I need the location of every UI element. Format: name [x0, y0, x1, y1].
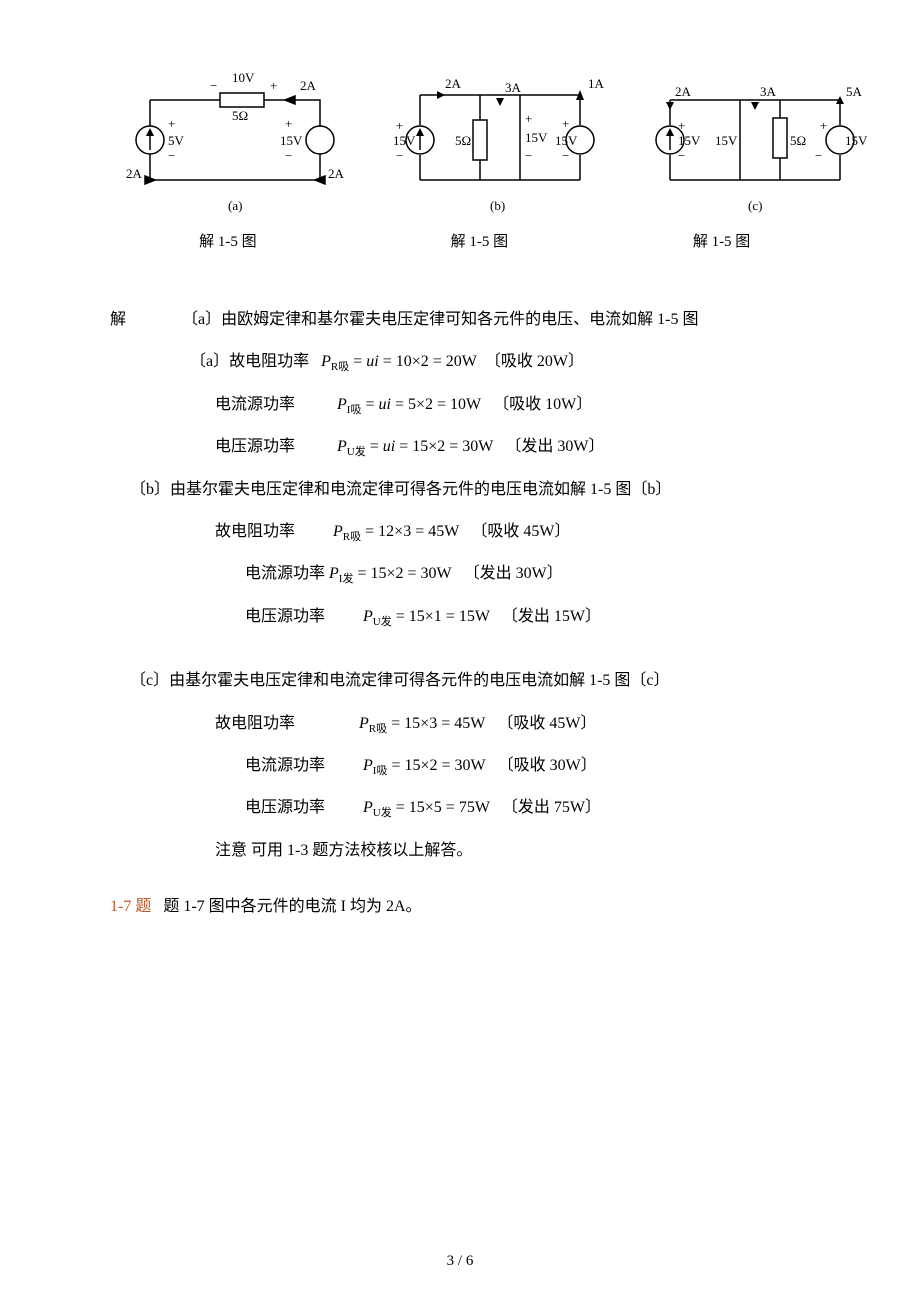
- sol-b1: 故电阻功率 PR吸 = 12×3 = 45W 〔吸收 45W〕: [110, 513, 830, 551]
- fig-b-15v-l: 15V: [393, 133, 416, 148]
- eq-c1: PR吸 = 15×3 = 45W: [359, 715, 485, 732]
- eq-c2: PI吸 = 15×2 = 30W: [363, 757, 486, 774]
- svg-text:−: −: [168, 148, 175, 163]
- svg-text:−: −: [525, 148, 532, 163]
- fig-b-sub: (b): [490, 198, 505, 213]
- fig-a-5ohm: 5Ω: [232, 108, 248, 123]
- eq-a2: PI吸 = ui = 5×2 = 10W: [337, 396, 481, 413]
- fig-c-2a: 2A: [675, 84, 692, 99]
- caption-b: 解 1-5 图: [376, 230, 583, 251]
- sol-head: 解: [110, 311, 126, 328]
- figure-captions: 解 1-5 图 解 1-5 图 解 1-5 图: [110, 230, 830, 251]
- caption-c: 解 1-5 图: [613, 230, 830, 251]
- sol-a3: 电压源功率 PU发 = ui = 15×2 = 30W 〔发出 30W〕: [110, 428, 830, 466]
- svg-text:−: −: [396, 148, 403, 163]
- fig-b-15v-m: 15V: [525, 130, 548, 145]
- fig-c-15v-r: 15V: [845, 133, 868, 148]
- eq-b2: PI发 = 15×2 = 30W: [329, 565, 452, 582]
- circuit-b-svg: 2A 3A 1A + 15V − 5Ω + 15V − 15V + − (b): [390, 60, 610, 220]
- sol-c1: 故电阻功率 PR吸 = 15×3 = 45W 〔吸收 45W〕: [110, 705, 830, 743]
- caption-a: 解 1-5 图: [110, 230, 346, 251]
- svg-text:+: +: [678, 118, 685, 133]
- sol-b-intro: 〔b〕由基尔霍夫电压定律和电流定律可得各元件的电压电流如解 1-5 图〔b〕: [110, 471, 830, 509]
- figure-c: 2A 3A 5A + 15V − 15V 5Ω + − 15V (c): [640, 60, 870, 220]
- fig-b-15v-r: 15V: [555, 133, 578, 148]
- page: 10V 5Ω 2A − + + 5V − + 15V − 2A 2A (a): [0, 0, 920, 1300]
- fig-b-3a: 3A: [505, 80, 522, 95]
- svg-text:+: +: [525, 111, 532, 126]
- svg-text:+: +: [562, 116, 569, 131]
- solution-block: 解 〔a〕由欧姆定律和基尔霍夫电压定律可知各元件的电压、电流如解 1-5 图 〔…: [110, 301, 830, 926]
- svg-text:+: +: [285, 116, 292, 131]
- fig-c-3a: 3A: [760, 84, 777, 99]
- sol-note: 注意 可用 1-3 题方法校核以上解答。: [110, 832, 830, 870]
- eq-c3: PU发 = 15×5 = 75W: [363, 799, 490, 816]
- fig-a-15v: 15V: [280, 133, 303, 148]
- q-1-7-head: 1-7 题: [110, 898, 151, 915]
- eq-a1: PR吸 = ui = 10×2 = 20W: [321, 353, 477, 370]
- eq-b3: PU发 = 15×1 = 15W: [363, 608, 490, 625]
- circuit-a-svg: 10V 5Ω 2A − + + 5V − + 15V − 2A 2A (a): [110, 60, 360, 220]
- fig-b-1a: 1A: [588, 76, 605, 91]
- next-question: 1-7 题 题 1-7 图中各元件的电流 I 均为 2A。: [110, 888, 830, 926]
- svg-text:+: +: [820, 118, 827, 133]
- q-1-7-body: 题 1-7 图中各元件的电流 I 均为 2A。: [163, 898, 421, 915]
- sol-a1: 〔a〕故电阻功率 PR吸 = ui = 10×2 = 20W 〔吸收 20W〕: [110, 343, 830, 381]
- page-number: 3 / 6: [0, 1253, 920, 1270]
- svg-text:−: −: [210, 78, 217, 93]
- svg-text:−: −: [562, 148, 569, 163]
- fig-c-sub: (c): [748, 198, 762, 213]
- fig-b-2a: 2A: [445, 76, 462, 91]
- eq-a3: PU发 = ui = 15×2 = 30W: [337, 438, 493, 455]
- fig-c-5ohm: 5Ω: [790, 133, 806, 148]
- sol-a2: 电流源功率 PI吸 = ui = 5×2 = 10W 〔吸收 10W〕: [110, 386, 830, 424]
- fig-a-sub: (a): [228, 198, 242, 213]
- svg-text:+: +: [270, 78, 277, 93]
- svg-text:−: −: [285, 148, 292, 163]
- fig-c-5a: 5A: [846, 84, 863, 99]
- fig-a-10v: 10V: [232, 70, 255, 85]
- sol-c2: 电流源功率 PI吸 = 15×2 = 30W 〔吸收 30W〕: [110, 747, 830, 785]
- fig-a-2a-bl: 2A: [126, 166, 143, 181]
- sol-b3: 电压源功率 PU发 = 15×1 = 15W 〔发出 15W〕: [110, 598, 830, 636]
- svg-text:−: −: [678, 148, 685, 163]
- sol-c-intro: 〔c〕由基尔霍夫电压定律和电流定律可得各元件的电压电流如解 1-5 图〔c〕: [110, 662, 830, 700]
- fig-c-15v-l: 15V: [678, 133, 701, 148]
- fig-a-2a-br: 2A: [328, 166, 345, 181]
- figure-a: 10V 5Ω 2A − + + 5V − + 15V − 2A 2A (a): [110, 60, 360, 220]
- fig-b-5ohm: 5Ω: [455, 133, 471, 148]
- eq-b1: PR吸 = 12×3 = 45W: [333, 523, 459, 540]
- svg-text:−: −: [815, 148, 822, 163]
- sol-a-intro: 解 〔a〕由欧姆定律和基尔霍夫电压定律可知各元件的电压、电流如解 1-5 图: [110, 301, 830, 339]
- sol-b2: 电流源功率 PI发 = 15×2 = 30W 〔发出 30W〕: [110, 555, 830, 593]
- sol-c3: 电压源功率 PU发 = 15×5 = 75W 〔发出 75W〕: [110, 789, 830, 827]
- svg-text:+: +: [168, 116, 175, 131]
- fig-c-15v-m: 15V: [715, 133, 738, 148]
- figures-row: 10V 5Ω 2A − + + 5V − + 15V − 2A 2A (a): [110, 60, 830, 220]
- figure-b: 2A 3A 1A + 15V − 5Ω + 15V − 15V + − (b): [390, 60, 610, 220]
- fig-a-5v: 5V: [168, 133, 185, 148]
- fig-a-2a-top: 2A: [300, 78, 317, 93]
- circuit-c-svg: 2A 3A 5A + 15V − 15V 5Ω + − 15V (c): [640, 60, 870, 220]
- svg-text:+: +: [396, 118, 403, 133]
